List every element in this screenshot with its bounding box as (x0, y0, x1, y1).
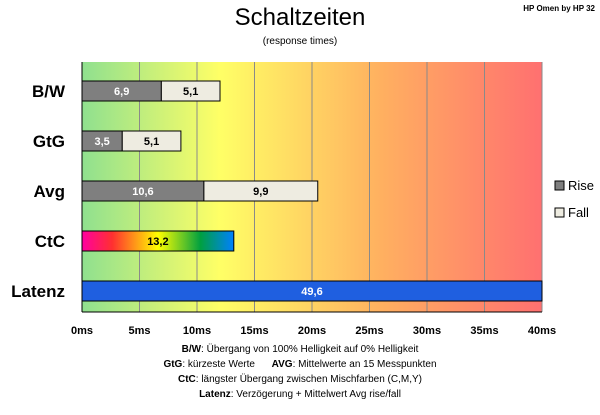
monitor-label: HP Omen by HP 32 (523, 4, 595, 13)
y-tick-label: Latenz (11, 282, 65, 301)
y-tick-label: CtC (35, 232, 65, 251)
data-label-rise: 10,6 (132, 186, 153, 198)
legend-label-fall: Fall (568, 205, 589, 220)
data-label-fall: 5,1 (144, 136, 159, 148)
bar-ctc (81, 230, 235, 252)
notes: B/W: Übergang von 100% Helligkeit auf 0%… (0, 342, 600, 402)
bar-fall (160, 80, 221, 102)
x-tick-label: 25ms (355, 325, 383, 337)
note-latenz: Latenz: Verzögerung + Mittelwert Avg ris… (0, 387, 600, 402)
bar-fall (203, 180, 319, 202)
note-avg-text: : Mittelwerte an 15 Messpunkten (292, 359, 437, 370)
note-ctc: CtC: längster Übergang zwischen Mischfar… (0, 372, 600, 387)
data-label-fall: 9,9 (253, 186, 268, 198)
note-bw-label: B/W (181, 344, 202, 355)
note-gtg-text: : kürzeste Werte (182, 359, 255, 370)
data-label-fall: 5,1 (183, 86, 198, 98)
data-label-latenz: 49,6 (301, 286, 322, 298)
data-label-rise: 3,5 (94, 136, 109, 148)
data-label-ctc: 13,2 (147, 236, 168, 248)
x-tick-label: 10ms (183, 325, 211, 337)
legend-swatch-fall (554, 207, 565, 218)
x-tick-label: 35ms (470, 325, 498, 337)
chart-subtitle: (response times) (262, 36, 338, 47)
chart-title: Schaltzeiten (234, 4, 366, 31)
x-tick-label: 40ms (528, 325, 556, 337)
note-bw-text: : Übergang von 100% Helligkeit auf 0% He… (201, 344, 419, 355)
data-label-rise: 6,9 (114, 86, 129, 98)
bar-latenz (81, 280, 543, 302)
note-ctc-label: CtC (178, 374, 196, 385)
note-gtg-label: GtG (163, 359, 183, 370)
note-latenz-text: : Verzögerung + Mittelwert Avg rise/fall (230, 389, 401, 400)
legend-swatch-rise (554, 180, 565, 191)
x-tick-label: 30ms (413, 325, 441, 337)
legend-label-rise: Rise (568, 178, 594, 193)
x-tick-label: 5ms (128, 325, 150, 337)
note-gtg-avg: GtG: kürzeste Werte AVG: Mittelwerte an … (0, 357, 600, 372)
note-avg-label: AVG (271, 359, 293, 370)
chart-svg: 6,9 5,1 3,5 5,1 10,6 9,9 13,2 49,6 B/W GtG Avg CtC… (11, 62, 594, 337)
y-tick-label: B/W (32, 82, 66, 101)
y-tick-label: Avg (34, 182, 66, 201)
x-tick-label: 15ms (240, 325, 268, 337)
x-tick-label: 20ms (298, 325, 326, 337)
bar-fall (121, 130, 182, 152)
note-bw: B/W: Übergang von 100% Helligkeit auf 0%… (0, 342, 600, 357)
x-tick-label: 0ms (71, 325, 93, 337)
note-latenz-label: Latenz (199, 389, 231, 400)
y-tick-label: GtG (33, 132, 65, 151)
note-ctc-text: : längster Übergang zwischen Mischfarben… (195, 374, 422, 385)
legend: Rise Fall (554, 178, 594, 220)
